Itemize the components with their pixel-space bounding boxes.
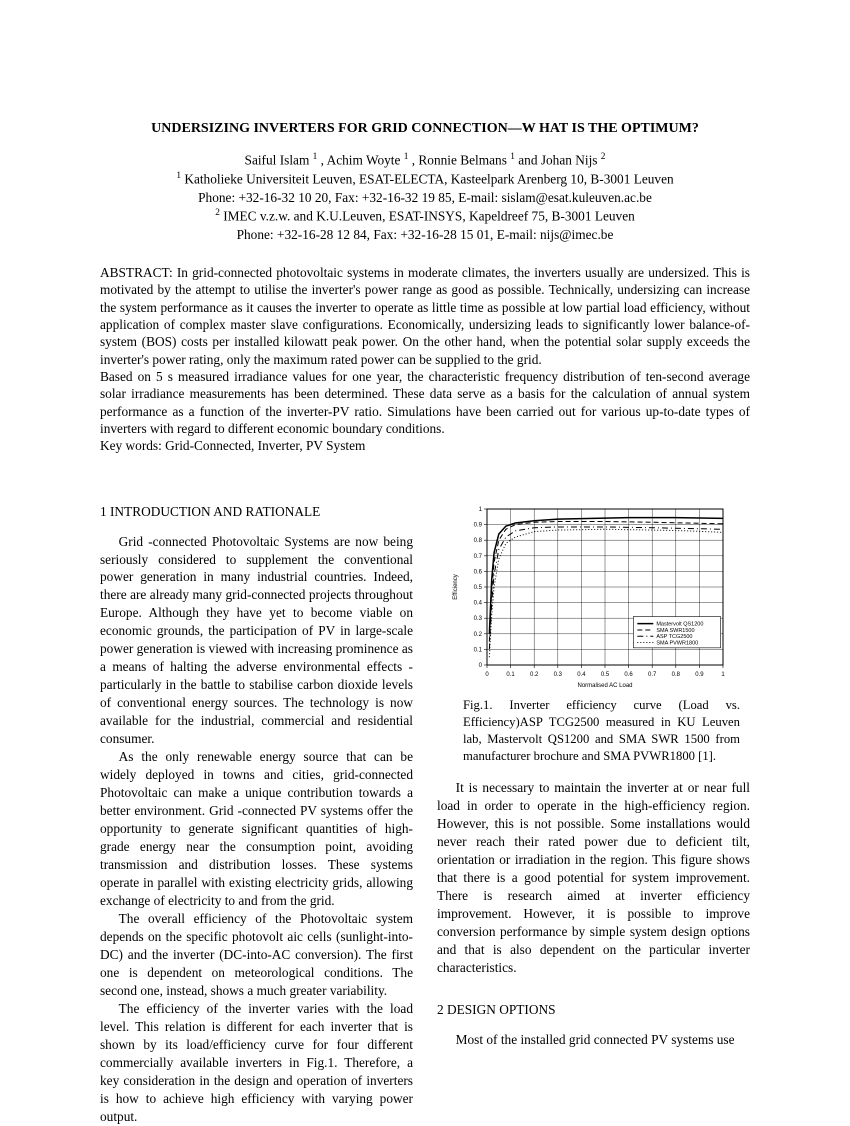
svg-text:Normalised AC Load: Normalised AC Load xyxy=(577,683,632,689)
svg-text:0.1: 0.1 xyxy=(506,672,515,678)
svg-text:0.7: 0.7 xyxy=(474,553,483,559)
intro-p4: The efficiency of the inverter varies wi… xyxy=(100,1000,413,1126)
svg-text:0: 0 xyxy=(485,672,489,678)
svg-text:0.2: 0.2 xyxy=(530,672,539,678)
figure-1-caption: Fig.1. Inverter efficiency curve (Load v… xyxy=(463,697,750,765)
affiliation-2-contact: Phone: +32-16-28 12 84, Fax: +32-16-28 1… xyxy=(100,227,750,244)
abstract-p2: Based on 5 s measured irradiance values … xyxy=(100,368,750,437)
abstract: ABSTRACT: In grid-connected photovoltaic… xyxy=(100,264,750,454)
svg-text:0.1: 0.1 xyxy=(474,647,483,653)
affiliation-2: 2 IMEC v.z.w. and K.U.Leuven, ESAT-INSYS… xyxy=(100,208,750,225)
svg-text:0.9: 0.9 xyxy=(695,672,704,678)
svg-text:Mastervolt QS1200: Mastervolt QS1200 xyxy=(656,621,703,627)
svg-text:0.5: 0.5 xyxy=(601,672,610,678)
section-2-heading: 2 DESIGN OPTIONS xyxy=(437,1001,750,1019)
svg-text:0.3: 0.3 xyxy=(554,672,563,678)
svg-text:0.9: 0.9 xyxy=(474,522,483,528)
svg-text:1: 1 xyxy=(721,672,725,678)
intro-p3: The overall efficiency of the Photovolta… xyxy=(100,910,413,1000)
column-right: 0 0.1 0.2 0.3 0.4 0.5 0.6 0.7 0.8 0.9 1 0 0.1 0.2 0.3 0… xyxy=(437,501,750,1126)
column-left: 1 INTRODUCTION AND RATIONALE Grid -conne… xyxy=(100,501,413,1126)
svg-text:0.8: 0.8 xyxy=(672,672,681,678)
svg-text:0.4: 0.4 xyxy=(577,672,586,678)
affiliation-1-contact: Phone: +32-16-32 10 20, Fax: +32-16-32 1… xyxy=(100,190,750,207)
efficiency-chart-svg: 0 0.1 0.2 0.3 0.4 0.5 0.6 0.7 0.8 0.9 1 0 0.1 0.2 0.3 0… xyxy=(443,501,733,691)
keywords: Key words: Grid-Connected, Inverter, PV … xyxy=(100,437,750,454)
svg-text:SMA PVWR1800: SMA PVWR1800 xyxy=(656,640,698,646)
affiliation-1: 1 Katholieke Universiteit Leuven, ESAT-E… xyxy=(100,171,750,188)
intro-p2: As the only renewable energy source that… xyxy=(100,748,413,910)
svg-text:1: 1 xyxy=(479,507,483,513)
right-p1: It is necessary to maintain the inverter… xyxy=(437,779,750,977)
svg-text:0: 0 xyxy=(479,663,483,669)
svg-text:0.5: 0.5 xyxy=(474,585,483,591)
intro-p1: Grid -connected Photovoltaic Systems are… xyxy=(100,533,413,749)
paper-title: UNDERSIZING INVERTERS FOR GRID CONNECTIO… xyxy=(100,120,750,138)
svg-text:0.6: 0.6 xyxy=(624,672,633,678)
svg-text:0.4: 0.4 xyxy=(474,600,483,606)
svg-text:SMA SWR1500: SMA SWR1500 xyxy=(656,627,694,633)
section-1-heading: 1 INTRODUCTION AND RATIONALE xyxy=(100,503,413,521)
svg-text:0.8: 0.8 xyxy=(474,538,483,544)
svg-text:0.7: 0.7 xyxy=(648,672,657,678)
svg-text:Efficiency: Efficiency xyxy=(453,574,459,600)
abstract-p1: ABSTRACT: In grid-connected photovoltaic… xyxy=(100,264,750,368)
svg-text:0.3: 0.3 xyxy=(474,616,483,622)
svg-text:ASP TCG2500: ASP TCG2500 xyxy=(656,634,692,640)
right-p2: Most of the installed grid connected PV … xyxy=(437,1031,750,1049)
svg-text:0.2: 0.2 xyxy=(474,631,483,637)
svg-text:0.6: 0.6 xyxy=(474,569,483,575)
authors: Saiful Islam 1 , Achim Woyte 1 , Ronnie … xyxy=(100,152,750,169)
figure-1-chart: 0 0.1 0.2 0.3 0.4 0.5 0.6 0.7 0.8 0.9 1 0 0.1 0.2 0.3 0… xyxy=(443,501,744,691)
